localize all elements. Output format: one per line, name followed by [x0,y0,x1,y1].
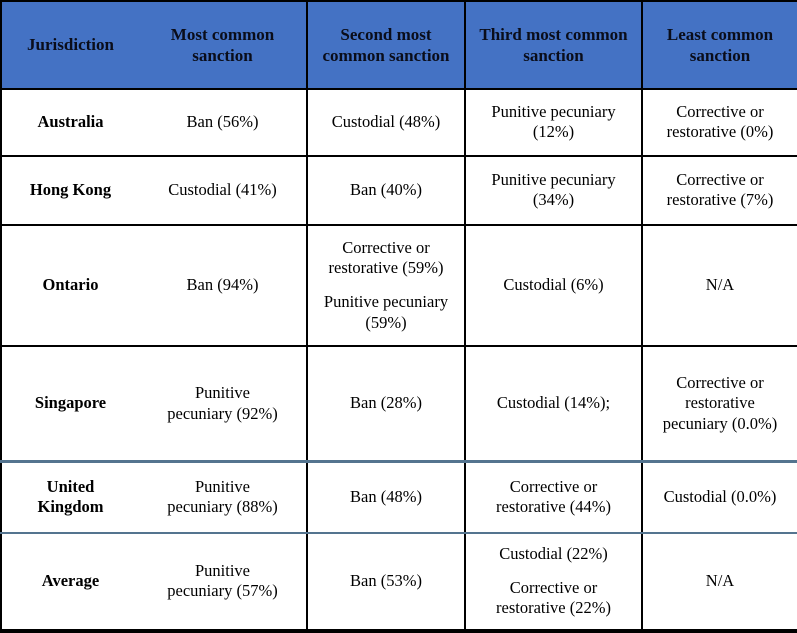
sanction-text: Custodial (41%) [168,179,277,199]
sanction-cell: Custodial (22%) Corrective or restorative… [464,531,643,633]
sanction-text: Ban (94%) [186,275,259,295]
sanction-text: Custodial (14%); [496,393,611,413]
sanction-cell: Corrective or restorative (0%) [641,88,797,157]
sanction-cell: N/A [641,223,797,348]
sanction-text: Custodial (6%) [503,275,604,295]
sanction-cell: Corrective or restorative (44%) [464,460,643,534]
sanction-text: Punitive pecuniary (34%) [491,169,616,210]
table-body: Australia Ban (56%) Custodial (48%) Punitiv… [0,88,797,633]
column-header: Least common sanction [641,0,797,90]
sanction-cell: Ban (56%) [138,88,308,157]
column-header: Jurisdiction [0,0,139,90]
table-header: Jurisdiction Most common sanction Second m… [0,0,797,90]
sanction-text: Punitive pecuniary (12%) [491,101,616,142]
sanction-text: Corrective or restorative (59%) [328,237,444,278]
sanction-text: Custodial (0.0%) [663,487,777,507]
sanction-cell: Ban (53%) [306,531,466,633]
sanction-text: Punitive pecuniary (59%) [323,292,449,332]
sanction-cell: Custodial (41%) [138,154,308,226]
sanction-text: Custodial (22%) [499,543,608,563]
table-row: Ontario Ban (94%) Corrective or restorativ… [0,223,797,348]
sanction-text: Corrective or restorative (22%) [496,577,611,618]
jurisdiction-cell: Ontario [0,223,139,348]
sanction-cell: Ban (28%) [306,345,466,463]
jurisdiction-cell: Australia [0,88,139,157]
column-header: Second most common sanction [306,0,466,90]
table-row: Average Punitive pecuniary (57%) Ban (53%)… [0,531,797,633]
sanction-cell: Custodial (14%); [464,345,643,463]
table-row: Singapore Punitive pecuniary (92%) Ban (28… [0,345,797,463]
jurisdiction-cell: Average [0,531,139,633]
sanction-cell: Custodial (48%) [306,88,466,157]
sanction-cell: Punitive pecuniary (57%) [138,531,308,633]
table-row: United Kingdom Punitive pecuniary (88%) Ba… [0,460,797,534]
sanction-cell: Ban (48%) [306,460,466,534]
column-header: Most common sanction [138,0,308,90]
sanction-text: Corrective or restorative (44%) [496,476,611,517]
table-row: Australia Ban (56%) Custodial (48%) Punitiv… [0,88,797,157]
jurisdiction-cell: Singapore [0,345,139,463]
jurisdiction-cell: Hong Kong [0,154,139,226]
sanction-cell: Ban (40%) [306,154,466,226]
sanction-text: N/A [705,571,735,591]
sanction-text: Custodial (48%) [331,112,441,132]
sanction-cell: Corrective or restorative pecuniary (0.0… [641,345,797,463]
sanction-cell: Punitive pecuniary (34%) [464,154,643,226]
sanction-cell: N/A [641,531,797,633]
sanction-text: Ban (28%) [350,393,422,413]
sanction-text: Corrective or restorative (7%) [666,169,774,210]
sanction-text: Ban (48%) [350,487,422,507]
sanction-cell: Punitive pecuniary (12%) [464,88,643,157]
sanction-text: Punitive pecuniary (57%) [167,560,278,601]
jurisdiction-cell: United Kingdom [0,460,139,534]
sanction-cell: Corrective or restorative (59%) Punitive … [306,223,466,348]
sanction-text: Punitive pecuniary (92%) [167,383,278,423]
sanction-text: Corrective or restorative pecuniary (0.0… [662,372,778,434]
sanction-cell: Custodial (6%) [464,223,643,348]
table-row: Hong Kong Custodial (41%) Ban (40%) Punitiv… [0,154,797,226]
sanction-text: Ban (56%) [186,112,259,132]
sanction-text: Ban (40%) [350,179,422,199]
header-row: Jurisdiction Most common sanction Second m… [0,0,797,90]
sanction-cell: Punitive pecuniary (92%) [138,345,308,463]
sanction-text: N/A [705,275,735,295]
sanction-cell: Ban (94%) [138,223,308,348]
sanction-text: Corrective or restorative (0%) [666,101,774,142]
sanction-cell: Custodial (0.0%) [641,460,797,534]
column-header: Third most common sanction [464,0,643,90]
sanction-cell: Punitive pecuniary (88%) [138,460,308,534]
sanction-text: Ban (53%) [350,571,422,591]
sanction-cell: Corrective or restorative (7%) [641,154,797,226]
sanction-text: Punitive pecuniary (88%) [167,476,278,517]
